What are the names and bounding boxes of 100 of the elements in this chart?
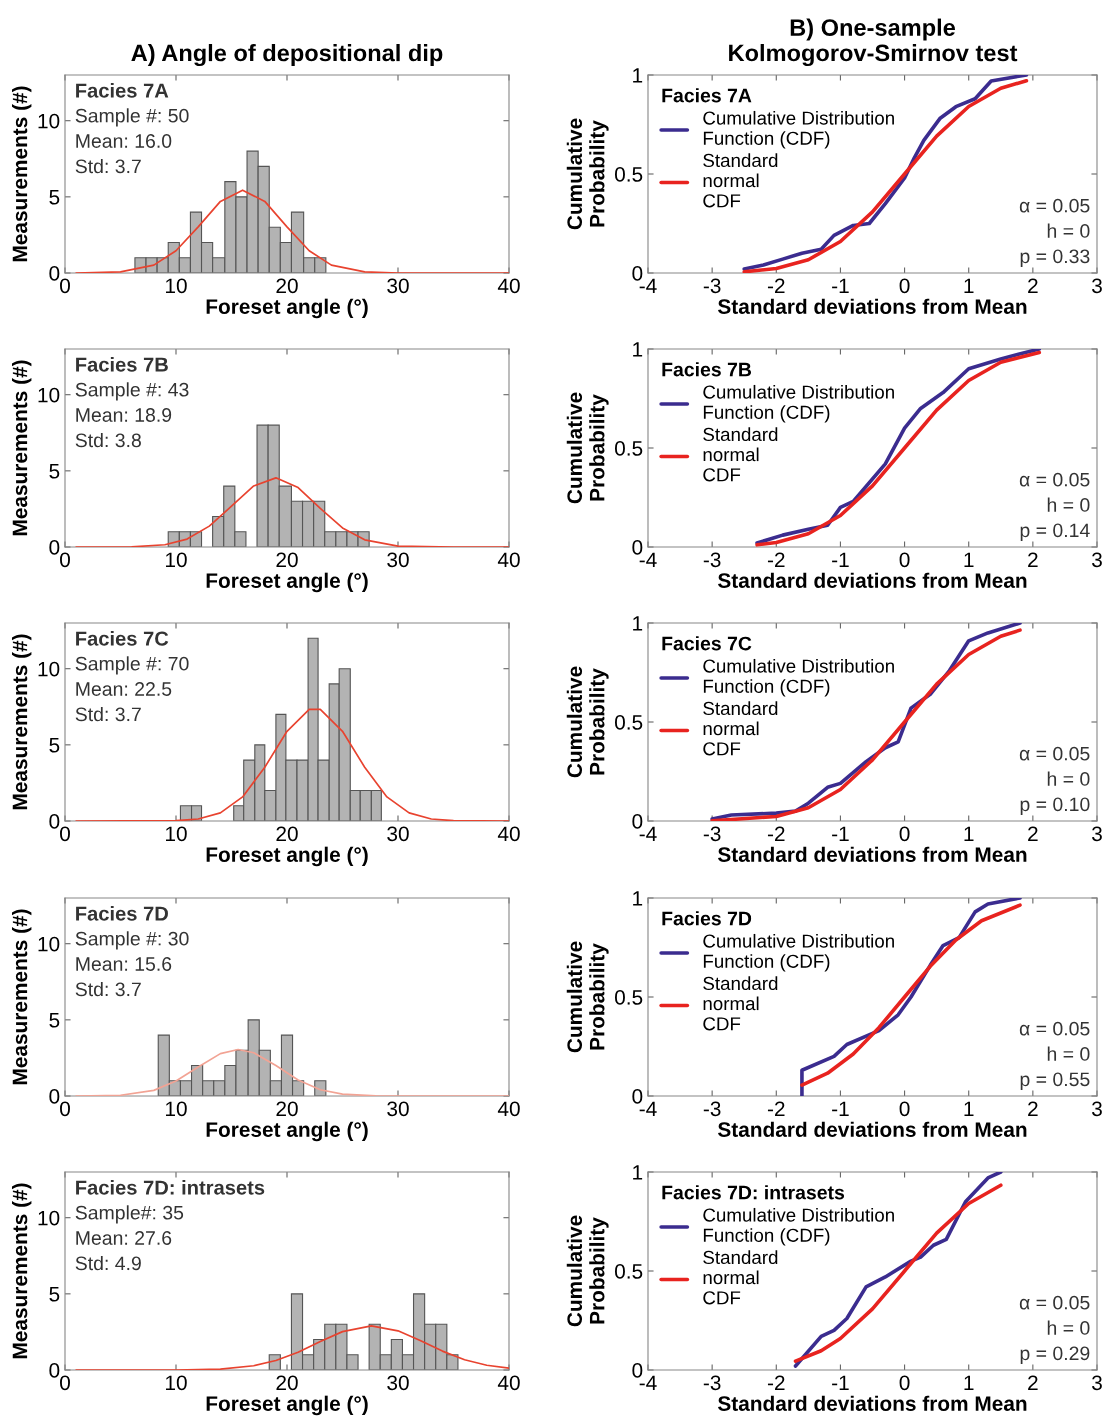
legend-label: Standard normal CDF: [703, 976, 778, 1031]
x-tick-label: 2: [1028, 1375, 1038, 1390]
annotation: Mean: 15.6: [76, 957, 172, 971]
x-tick-label: 40: [497, 278, 520, 294]
x-axis-title: Standard deviations from Mean: [717, 572, 1027, 588]
line-series: [75, 189, 509, 273]
x-tick-label: 10: [166, 826, 187, 842]
x-tick-label: 30: [387, 1101, 409, 1117]
x-tick-label: 2: [1028, 278, 1038, 293]
y-tick-label: 5: [49, 1287, 60, 1302]
x-tick-label: -1: [832, 1101, 849, 1116]
annotation: Mean: 16.0: [76, 134, 172, 148]
x-tick-label: 40: [497, 1375, 520, 1391]
annotation: Std: 3.8: [75, 432, 141, 448]
x-tick-label: -3: [703, 826, 721, 842]
x-axis-title: Standard deviations from Mean: [717, 846, 1027, 862]
legend-label: Standard normal CDF: [703, 701, 778, 756]
annotation: Std: 3.7: [75, 981, 141, 997]
x-tick-label: 2: [1028, 826, 1038, 841]
annotation: Std: 3.7: [75, 706, 141, 722]
annotation: Facies 7B: [76, 356, 168, 372]
annotation: Mean: 22.5: [76, 682, 172, 696]
line-series: [75, 1048, 509, 1096]
x-tick-label: 0: [899, 1375, 910, 1391]
y-tick-label: 0: [49, 814, 60, 829]
x-tick-label: -3: [703, 1375, 721, 1391]
x-tick-label: -1: [832, 278, 849, 293]
y-tick-label: 0: [49, 540, 60, 555]
x-tick-label: 2: [1028, 1101, 1038, 1116]
x-tick-label: 10: [166, 1375, 187, 1391]
x-tick-label: 0: [899, 826, 910, 842]
x-tick-label: 30: [387, 1375, 409, 1391]
x-tick-label: 10: [166, 278, 187, 294]
x-tick-label: 1: [964, 1101, 974, 1116]
y-tick-label: 10: [38, 113, 60, 129]
x-tick-label: 0: [899, 278, 910, 294]
legend-label: Cumulative Distribution Function (CDF): [703, 933, 894, 972]
x-tick-label: 0: [60, 1375, 70, 1391]
y-tick-label: 10: [38, 936, 60, 952]
annotation: Mean: 18.9: [76, 408, 172, 422]
y-tick-label: 0.5: [614, 1264, 643, 1279]
y-axis-title: Cumulative Probability: [566, 1215, 609, 1327]
y-axis-title: Measurements (#): [11, 909, 32, 1085]
x-tick-label: -2: [767, 1375, 785, 1390]
y-tick-label: 10: [38, 661, 60, 677]
annotation: Sample#: 35: [75, 1205, 184, 1224]
y-tick-label: 1: [633, 342, 643, 357]
y-tick-label: 1: [633, 891, 643, 906]
x-tick-label: 3: [1092, 552, 1102, 568]
legend-title: Facies 7A: [662, 88, 752, 103]
y-tick-label: 1: [633, 616, 643, 631]
y-axis-title: Cumulative Probability: [566, 941, 609, 1053]
legend-title: Facies 7C: [662, 636, 752, 651]
y-tick-label: 5: [49, 464, 60, 479]
x-tick-label: -3: [703, 1101, 721, 1117]
x-tick-label: 2: [1028, 552, 1038, 567]
x-tick-label: 10: [166, 552, 187, 568]
y-tick-label: 10: [38, 387, 60, 403]
x-tick-label: 30: [387, 552, 409, 568]
legend-title: Facies 7B: [662, 362, 752, 377]
x-tick-label: 3: [1092, 1375, 1102, 1391]
annotation: h = 0: [1047, 1320, 1090, 1335]
x-axis-title: Foreset angle (°): [206, 298, 368, 319]
annotation: Facies 7A: [76, 82, 169, 98]
annotation: α = 0.05: [1019, 198, 1090, 213]
annotation: p = 0.33: [1020, 249, 1090, 268]
annotation: Sample #: 50: [75, 108, 189, 127]
y-tick-label: 0.5: [614, 715, 643, 730]
y-axis-title: Cumulative Probability: [566, 118, 609, 230]
y-tick-label: 1: [633, 68, 643, 83]
x-tick-label: -2: [767, 826, 785, 841]
y-tick-label: 5: [49, 1013, 60, 1028]
legend-label: Cumulative Distribution Function (CDF): [703, 384, 894, 423]
y-tick-label: 5: [49, 738, 60, 753]
line-series: [75, 708, 509, 821]
y-tick-label: 1: [633, 1165, 643, 1180]
x-tick-label: 20: [276, 278, 298, 294]
x-tick-label: -1: [832, 826, 849, 841]
annotation: α = 0.05: [1019, 1021, 1090, 1036]
x-axis-title: Foreset angle (°): [206, 572, 368, 593]
annotation: α = 0.05: [1019, 1295, 1090, 1310]
y-axis-title: Measurements (#): [11, 360, 32, 536]
annotation: Facies 7C: [76, 630, 169, 646]
x-tick-label: 0: [60, 278, 70, 294]
x-axis-title: Standard deviations from Mean: [717, 298, 1027, 314]
annotation: h = 0: [1047, 497, 1090, 512]
x-tick-label: 40: [497, 826, 520, 842]
x-tick-label: -3: [703, 278, 721, 294]
chart-title: A) Angle of depositional dip: [131, 44, 443, 67]
y-axis-title: Measurements (#): [11, 634, 32, 810]
y-tick-label: 0: [49, 266, 60, 281]
annotation: p = 0.55: [1020, 1072, 1090, 1091]
x-axis-title: Standard deviations from Mean: [717, 1395, 1027, 1411]
x-tick-label: 0: [60, 1101, 70, 1117]
x-tick-label: 0: [899, 1101, 910, 1117]
annotation: h = 0: [1047, 771, 1090, 786]
x-tick-label: -2: [767, 278, 785, 293]
annotation: Sample #: 30: [75, 931, 189, 950]
x-tick-label: 0: [899, 552, 910, 568]
y-axis-title: Cumulative Probability: [566, 666, 609, 778]
